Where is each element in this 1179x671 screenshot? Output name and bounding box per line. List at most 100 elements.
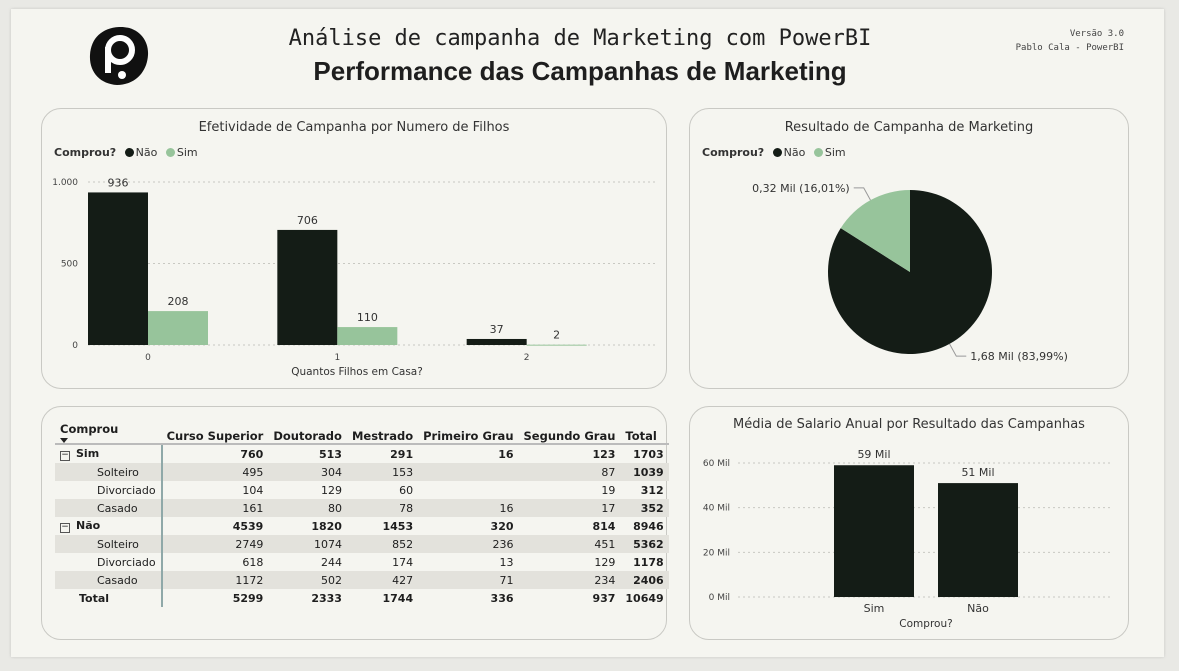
matrix-group-row[interactable]: − Sim 760 513 291 16 123 1703 — [55, 444, 669, 463]
education-matrix-table: Comprou Curso Superior Doutorado Mestrado Pr… — [55, 421, 669, 607]
matrix-row[interactable]: Divorciado 618 244 174 13 129 1178 — [55, 553, 669, 571]
matrix-row[interactable]: Solteiro 2749 1074 852 236 451 5362 — [55, 535, 669, 553]
cell-value: 2406 — [620, 571, 669, 589]
legend-nao-dot — [124, 148, 134, 157]
cell-value: 4539 — [160, 517, 269, 535]
sort-header-comprou[interactable]: Comprou — [55, 421, 162, 445]
column-header[interactable]: Mestrado — [346, 421, 419, 445]
powerbi-p-logo-icon — [89, 26, 149, 86]
cell-value: 71 — [418, 571, 519, 589]
y-tick-label: 500 — [61, 260, 78, 270]
version-label: Versão 3.0 — [1069, 29, 1124, 39]
matrix-row[interactable]: Casado 161 80 78 16 17 352 — [55, 499, 669, 517]
salary-bar-chart: 0 Mil 20 Mil 40 Mil 60 Mil 59 Mil Sim 51 Mil Nã… — [703, 448, 1112, 630]
legend-sim-label: Sim — [176, 146, 198, 159]
row-label: Total — [79, 591, 110, 605]
row-label: Casado — [55, 571, 162, 589]
bar-sim — [526, 344, 587, 346]
card-children-chart[interactable]: Efetividade de Campanha por Numero de Fi… — [41, 108, 667, 389]
cell-value: 1172 — [160, 571, 269, 589]
y-tick-label: 0 — [72, 341, 78, 351]
matrix-row[interactable]: Divorciado 104 129 60 19 312 — [55, 481, 669, 499]
cell-value — [418, 463, 519, 481]
salary-bar — [938, 483, 1018, 597]
pie-slice-sim — [840, 190, 910, 272]
column-header[interactable]: Primeiro Grau — [418, 421, 519, 445]
bar-value-label: 208 — [168, 295, 189, 308]
row-label: Divorciado — [97, 555, 156, 569]
legend-sim-label: Sim — [824, 146, 846, 159]
column-header[interactable]: Segundo Grau — [518, 421, 621, 445]
bar-value-label: 936 — [108, 176, 129, 189]
x-tick-label: 1 — [334, 353, 340, 363]
cell-value: 937 — [592, 591, 616, 605]
bar-value-label: 706 — [297, 214, 318, 227]
card-matrix[interactable]: Comprou Curso Superior Doutorado Mestrado Pr… — [41, 406, 669, 640]
cell-value: 236 — [418, 535, 519, 553]
cell-value: 814 — [592, 519, 616, 533]
cell-value: 1178 — [633, 555, 664, 569]
cell-value: 16 — [418, 499, 519, 517]
card-salary-chart[interactable]: Média de Salario Anual por Resultado das… — [689, 406, 1129, 640]
cell-value: 123 — [592, 447, 616, 461]
row-label: − Sim — [60, 447, 100, 461]
cell-value: 174 — [392, 555, 414, 569]
cell-value: 10649 — [625, 591, 664, 605]
cell-value: 304 — [268, 463, 347, 481]
cell-value: 312 — [640, 483, 664, 497]
cell-value: 153 — [346, 463, 419, 481]
cell-value: 1074 — [268, 535, 347, 553]
bar-sim — [337, 327, 398, 345]
cell-value: 5299 — [160, 589, 269, 607]
legend-title: Comprou? — [702, 146, 765, 159]
card-children-title: Efetividade de Campanha por Numero de Fi… — [198, 120, 510, 135]
cell-value: 1039 — [620, 463, 669, 481]
cell-value: 80 — [268, 499, 347, 517]
x-tick-label: 0 — [145, 353, 151, 363]
cell-value: 320 — [490, 519, 514, 533]
legend-nao-label: Não — [135, 146, 158, 159]
cell-value: 161 — [160, 499, 269, 517]
pie-legend: Comprou? Não Sim — [702, 146, 846, 159]
collapse-icon[interactable]: − — [60, 450, 70, 461]
bar-nao — [88, 192, 148, 345]
cell-value: 760 — [160, 444, 269, 463]
cell-value: 60 — [399, 483, 414, 497]
matrix-group-row[interactable]: − Não 4539 1820 1453 320 814 8946 — [55, 517, 669, 535]
cell-value: 16 — [498, 447, 514, 461]
collapse-icon[interactable]: − — [60, 522, 70, 533]
cell-value: 618 — [160, 553, 269, 571]
x-tick-label: 2 — [524, 353, 530, 363]
cell-value: 336 — [490, 591, 514, 605]
card-result-pie[interactable]: Resultado de Campanha de Marketing Compr… — [689, 108, 1129, 389]
column-header[interactable]: Total — [620, 421, 669, 445]
cell-value: 1820 — [311, 519, 342, 533]
cell-value: 5362 — [620, 535, 669, 553]
sort-arrow-icon — [60, 438, 68, 443]
pie-leader-line — [853, 187, 871, 201]
cell-value: 291 — [390, 447, 414, 461]
report-subtitle: Análise de campanha de Marketing com Pow… — [288, 26, 872, 51]
y-tick-label: 1.000 — [52, 178, 78, 188]
cell-value — [418, 481, 518, 499]
matrix-total-row[interactable]: Total 5299 2333 1744 336 937 10649 — [55, 589, 669, 607]
column-header[interactable]: Doutorado — [268, 421, 347, 445]
report-canvas: Análise de campanha de Marketing com Pow… — [11, 9, 1164, 657]
row-label: Solteiro — [55, 463, 162, 481]
legend-title: Comprou? — [54, 146, 117, 159]
cell-value: 427 — [346, 571, 419, 589]
bar-value-label: 37 — [490, 323, 504, 336]
cell-value: 17 — [518, 499, 621, 517]
matrix-row[interactable]: Casado 1172 502 427 71 234 2406 — [55, 571, 669, 589]
column-header[interactable]: Curso Superior — [161, 421, 269, 445]
bar-nao — [277, 229, 338, 345]
bar-sim — [148, 311, 208, 345]
bar-value-label: 51 Mil — [961, 466, 994, 479]
y-tick-label: 40 Mil — [703, 504, 730, 514]
cell-value: 451 — [518, 535, 621, 553]
cell-value: 1453 — [382, 519, 414, 533]
row-label: Solteiro — [55, 535, 162, 553]
cell-value: 87 — [518, 463, 621, 481]
matrix-row[interactable]: Solteiro 495 304 153 87 1039 — [55, 463, 669, 481]
cell-value: 1703 — [633, 447, 664, 461]
